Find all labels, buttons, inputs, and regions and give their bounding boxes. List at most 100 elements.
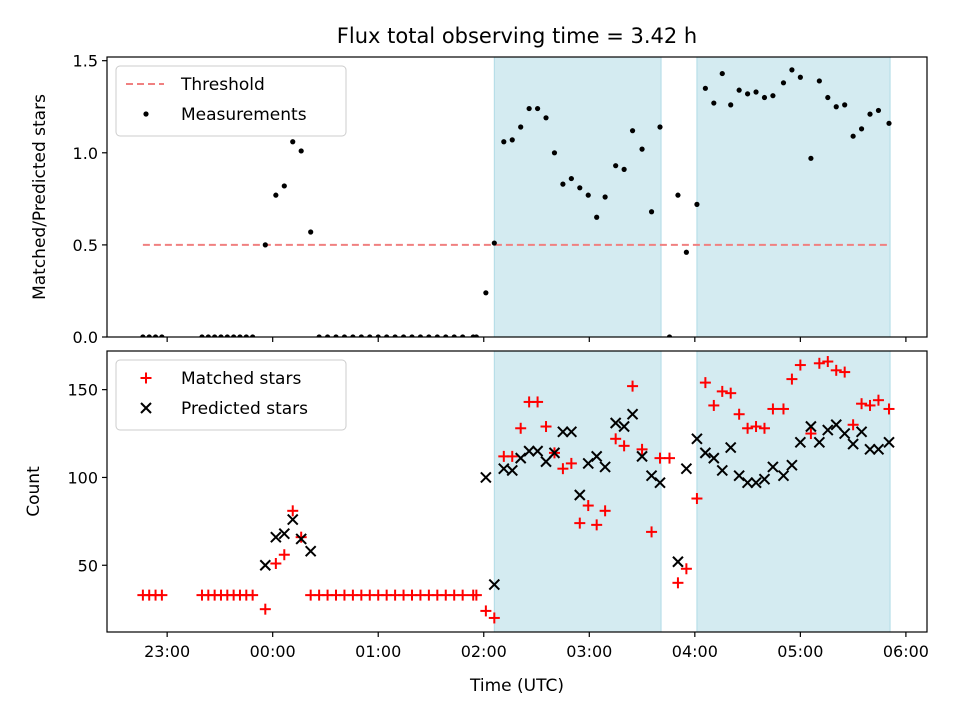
point-bottom-s1-1 xyxy=(270,531,282,543)
point-bottom-s1-10 xyxy=(514,452,527,464)
point-bottom-s1-42 xyxy=(805,420,817,433)
point-top-s0-32 xyxy=(426,334,432,337)
point-bottom-s0-39 xyxy=(480,605,492,617)
legend-swatch-bottom-0 xyxy=(140,372,152,384)
point-bottom-s0-50 xyxy=(574,517,586,529)
point-bottom-s0-68 xyxy=(733,408,745,420)
point-bottom-s0-53 xyxy=(599,505,611,517)
point-bottom-s1-35 xyxy=(741,477,754,489)
point-top-s0-50 xyxy=(577,185,583,191)
legend-top: Threshold Measurements xyxy=(115,65,347,137)
y-axis-label-top: Matched/Predicted stars xyxy=(30,94,50,300)
point-bottom-s0-61 xyxy=(672,577,684,589)
y-tick-label-bottom-0: 50 xyxy=(78,556,98,575)
point-top-s0-27 xyxy=(384,334,390,337)
point-bottom-s1-46 xyxy=(838,427,851,440)
point-bottom-s0-46 xyxy=(540,421,552,433)
point-bottom-s0-80 xyxy=(839,366,851,378)
point-top-s0-21 xyxy=(333,334,339,337)
point-top-s0-23 xyxy=(350,334,356,337)
point-top-s0-31 xyxy=(417,334,424,337)
point-top-s0-68 xyxy=(736,87,742,93)
point-bottom-s1-33 xyxy=(724,441,737,454)
point-top-s0-60 xyxy=(666,334,673,337)
point-top-s0-66 xyxy=(719,70,725,77)
point-top-s0-78 xyxy=(825,94,831,101)
legend-label-top-1: Measurements xyxy=(181,105,307,125)
point-top-s0-11 xyxy=(243,334,249,337)
point-bottom-s0-69 xyxy=(742,422,754,434)
point-bottom-s1-47 xyxy=(847,438,859,450)
y-tick-label-bottom-2: 150 xyxy=(67,381,98,400)
x-tick-label-5: 04:00 xyxy=(672,642,718,661)
point-bottom-s1-31 xyxy=(708,452,720,464)
point-top-s0-77 xyxy=(816,78,822,84)
point-top-s0-18 xyxy=(308,229,314,235)
y-axis-label-bottom: Count xyxy=(24,466,44,517)
point-bottom-s1-40 xyxy=(786,459,798,471)
point-bottom-s1-2 xyxy=(278,527,291,540)
point-top-s0-51 xyxy=(585,192,591,198)
point-bottom-s0-79 xyxy=(830,364,842,376)
legend-swatch-bottom-1 xyxy=(140,402,152,414)
point-top-s0-72 xyxy=(770,93,776,99)
point-bottom-s0-12 xyxy=(247,589,259,601)
point-top-s0-48 xyxy=(560,181,566,187)
point-top-s0-17 xyxy=(298,148,304,154)
point-top-s0-85 xyxy=(886,120,892,126)
point-bottom-s0-66 xyxy=(716,385,728,397)
y-tick-label-top-1: 0.5 xyxy=(73,236,98,255)
y-tick-label-bottom-1: 100 xyxy=(67,468,98,487)
point-bottom-s0-17 xyxy=(295,531,307,543)
point-top-s0-26 xyxy=(375,334,381,337)
point-top-s0-83 xyxy=(867,111,873,117)
point-bottom-s0-67 xyxy=(725,387,737,399)
point-bottom-s0-45 xyxy=(532,396,544,408)
legend-box-top xyxy=(115,65,347,137)
point-bottom-s1-24 xyxy=(636,450,648,463)
x-tick-label-0: 23:00 xyxy=(144,642,190,661)
point-bottom-s1-44 xyxy=(822,424,834,436)
point-top-s0-20 xyxy=(324,334,331,337)
point-bottom-s0-49 xyxy=(565,457,577,469)
point-bottom-s0-43 xyxy=(515,422,527,434)
point-bottom-s0-51 xyxy=(582,500,594,512)
point-top-s0-35 xyxy=(451,334,457,337)
point-bottom-s0-3 xyxy=(156,589,168,601)
point-top-s0-59 xyxy=(657,124,663,130)
point-bottom-s1-3 xyxy=(287,513,299,526)
point-top-s0-16 xyxy=(290,139,296,145)
point-bottom-s1-29 xyxy=(691,433,703,445)
point-top-s0-43 xyxy=(518,124,524,130)
point-bottom-s0-62 xyxy=(680,563,692,575)
point-top-s0-56 xyxy=(629,128,636,134)
point-bottom-s1-38 xyxy=(767,461,779,473)
x-tick-label-2: 01:00 xyxy=(355,642,401,661)
point-top-s0-22 xyxy=(341,334,348,337)
point-bottom-s1-20 xyxy=(599,461,611,473)
point-top-s0-9 xyxy=(231,334,237,337)
point-bottom-s0-15 xyxy=(278,549,290,561)
point-bottom-s0-65 xyxy=(708,399,720,411)
point-top-s0-54 xyxy=(613,163,619,169)
point-top-s0-47 xyxy=(551,150,558,156)
point-bottom-s1-23 xyxy=(626,408,639,420)
point-bottom-s1-27 xyxy=(672,556,684,568)
point-bottom-s1-15 xyxy=(557,426,569,438)
point-bottom-s0-77 xyxy=(813,357,825,369)
point-top-s0-81 xyxy=(850,133,856,139)
point-bottom-s0-38 xyxy=(470,589,482,601)
point-bottom-s1-49 xyxy=(864,443,876,456)
point-top-s0-73 xyxy=(780,80,787,86)
point-top-s0-7 xyxy=(218,334,224,337)
point-top-s0-63 xyxy=(694,201,700,207)
point-top-s0-40 xyxy=(491,240,497,246)
point-top-s0-38 xyxy=(473,334,479,337)
point-top-s0-61 xyxy=(675,192,681,198)
point-bottom-s1-36 xyxy=(750,477,762,489)
axes-frame-bottom xyxy=(106,350,928,633)
shaded-interval-top-1 xyxy=(696,56,891,338)
point-bottom-s0-36 xyxy=(457,589,469,601)
point-bottom-s0-85 xyxy=(883,403,895,415)
point-top-s0-42 xyxy=(509,137,515,143)
